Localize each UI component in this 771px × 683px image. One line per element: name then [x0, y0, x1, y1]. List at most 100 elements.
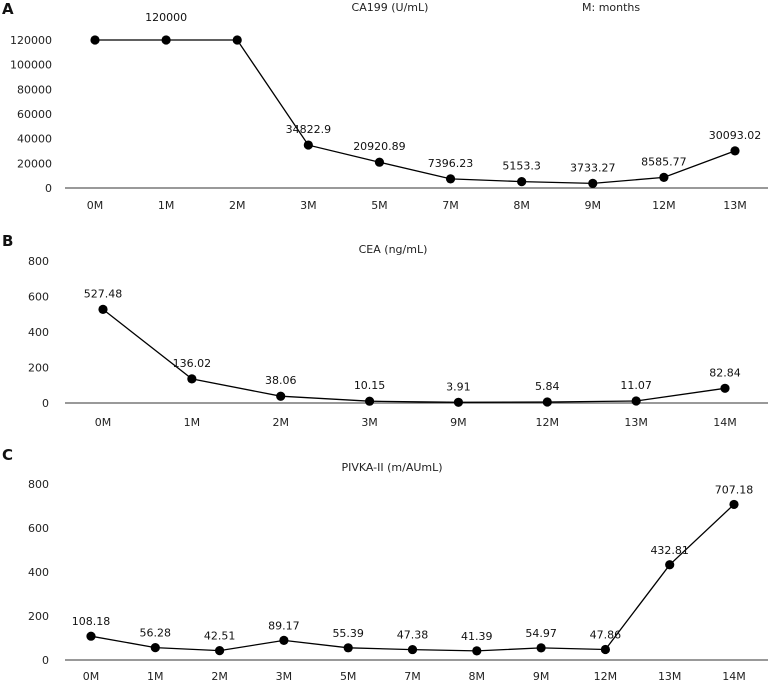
data-point — [472, 646, 482, 656]
x-tick-label: 7M — [404, 670, 421, 683]
x-tick-label: 13M — [624, 416, 648, 429]
data-label: 47.86 — [590, 628, 622, 641]
data-label: 10.15 — [354, 379, 386, 392]
x-tick-label: 13M — [723, 199, 747, 212]
x-tick-label: 9M — [450, 416, 467, 429]
x-tick-label: 2M — [229, 199, 246, 212]
y-tick-label: 400 — [28, 566, 49, 579]
y-tick-label: 60000 — [17, 108, 52, 121]
data-label: 108.18 — [72, 615, 111, 628]
data-point — [86, 631, 96, 641]
y-tick-label: 200 — [28, 610, 49, 623]
data-point — [600, 644, 611, 655]
data-point — [215, 646, 225, 656]
x-tick-label: 3M — [361, 416, 378, 429]
y-tick-label: 200 — [28, 362, 49, 375]
y-tick-label: 0 — [45, 182, 52, 195]
y-tick-label: 20000 — [17, 157, 52, 170]
data-label: 136.02 — [173, 357, 212, 370]
y-tick-label: 400 — [28, 326, 49, 339]
data-label: 5153.3 — [502, 160, 541, 173]
data-point — [161, 35, 171, 45]
data-point — [720, 383, 730, 393]
x-tick-label: 0M — [95, 416, 112, 429]
x-tick-label: 7M — [442, 199, 459, 212]
y-tick-label: 800 — [28, 255, 49, 268]
chart-title: PIVKA-II (m/AUmL) — [341, 461, 442, 474]
data-label: 527.48 — [84, 287, 123, 300]
data-label: 42.51 — [204, 630, 236, 643]
chart-title: CEA (ng/mL) — [359, 243, 428, 256]
x-tick-label: 8M — [469, 670, 486, 683]
data-point — [729, 499, 739, 510]
data-point — [343, 643, 353, 653]
data-label: 41.39 — [461, 630, 493, 643]
data-label: 34822.9 — [286, 123, 332, 136]
y-tick-label: 40000 — [17, 133, 52, 146]
data-points — [98, 304, 730, 407]
panel-pivka: C PIVKA-II (m/AUmL) 0 200 400 600 800 0M 1M 2M… — [2, 446, 768, 683]
data-point — [588, 178, 598, 188]
series-line — [95, 39, 736, 185]
data-point — [453, 397, 464, 407]
x-tick-label: 12M — [652, 199, 676, 212]
data-point — [659, 172, 669, 183]
x-tick-label: 5M — [340, 670, 357, 683]
data-label: 30093.02 — [709, 129, 762, 142]
data-label: 3733.27 — [570, 161, 616, 174]
data-labels: 120000 34822.9 20920.89 7396.23 5153.3 3733.2… — [145, 11, 761, 174]
chart-title: CA199 (U/mL) — [352, 1, 429, 14]
x-tick-label: 1M — [184, 416, 201, 429]
data-point — [631, 396, 641, 406]
data-label: 11.07 — [620, 379, 652, 392]
y-tick-labels: 0 200 400 600 800 — [28, 478, 49, 667]
y-tick-label: 600 — [28, 522, 49, 535]
months-note: M: months — [582, 1, 640, 14]
x-tick-label: 2M — [272, 416, 289, 429]
data-label: 82.84 — [709, 366, 741, 379]
data-label: 707.18 — [715, 483, 754, 496]
data-label: 8585.77 — [641, 155, 687, 168]
x-tick-label: 9M — [585, 199, 602, 212]
data-point — [232, 35, 242, 45]
data-point — [374, 157, 385, 167]
data-label: 47.38 — [397, 629, 429, 642]
panel-cea: B CEA (ng/mL) 0 200 400 600 800 0M 1M 2M 3M 9M 12… — [2, 232, 768, 429]
data-label: 20920.89 — [353, 140, 406, 153]
data-label: 56.28 — [140, 627, 172, 640]
data-point — [90, 35, 100, 45]
y-tick-label: 120000 — [10, 34, 52, 47]
data-label: 7396.23 — [428, 157, 474, 170]
x-tick-labels: 0M 1M 2M 3M 5M 7M 8M 9M 12M 13M 14M — [83, 670, 746, 683]
data-points — [86, 499, 739, 656]
x-tick-label: 5M — [371, 199, 388, 212]
data-point — [98, 304, 108, 314]
x-tick-labels: 0M 1M 2M 3M 5M 7M 8M 9M 12M 13M — [87, 199, 747, 212]
data-label: 5.84 — [535, 380, 560, 393]
data-label: 3.91 — [446, 380, 471, 393]
x-tick-label: 0M — [83, 670, 100, 683]
data-point — [517, 177, 527, 187]
data-labels: 527.48 136.02 38.06 10.15 3.91 5.84 11.07 82.84 — [84, 287, 741, 393]
y-tick-labels: 0 200 400 600 800 — [28, 255, 49, 410]
x-tick-labels: 0M 1M 2M 3M 9M 12M 13M 14M — [95, 416, 737, 429]
data-label: 54.97 — [525, 627, 557, 640]
data-label: 38.06 — [265, 374, 297, 387]
x-tick-label: 8M — [513, 199, 530, 212]
x-tick-label: 12M — [594, 670, 618, 683]
x-tick-label: 1M — [147, 670, 164, 683]
panel-letter: A — [2, 0, 14, 18]
x-tick-label: 0M — [87, 199, 104, 212]
data-label: 432.81 — [650, 544, 689, 557]
x-tick-label: 12M — [536, 416, 560, 429]
y-tick-labels: 0 20000 40000 60000 80000 100000 120000 — [10, 34, 52, 195]
y-tick-label: 100000 — [10, 59, 52, 72]
data-label: 55.39 — [332, 627, 364, 640]
data-point — [665, 560, 675, 570]
x-tick-label: 9M — [533, 670, 550, 683]
data-label: 120000 — [145, 11, 187, 24]
data-point — [279, 635, 289, 645]
data-point — [542, 397, 552, 407]
y-tick-label: 800 — [28, 478, 49, 491]
x-tick-label: 2M — [211, 670, 228, 683]
